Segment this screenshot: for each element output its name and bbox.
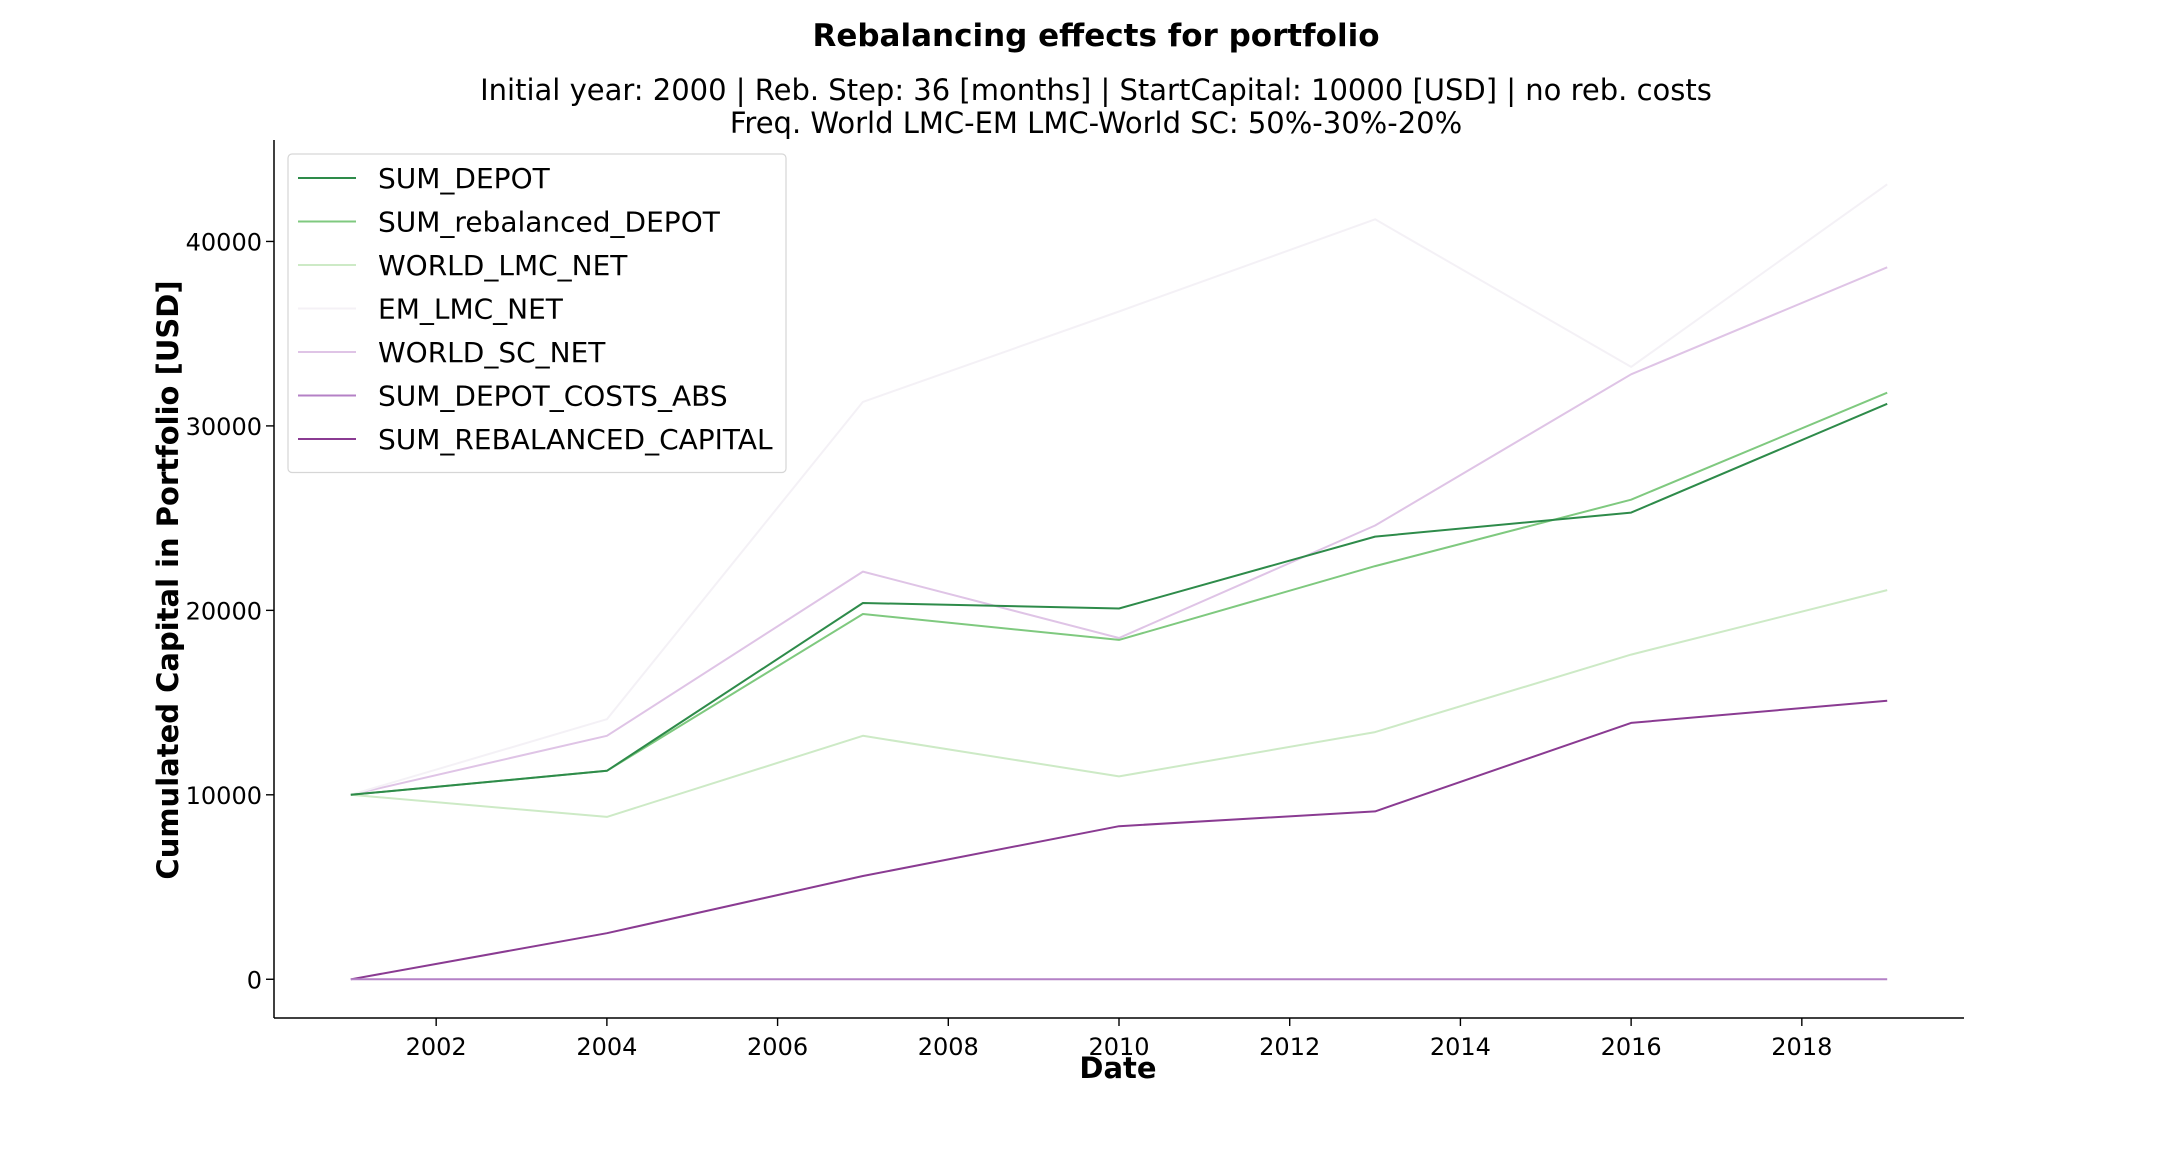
- x-tick-label: 2008: [918, 1033, 979, 1061]
- x-tick-label: 2018: [1771, 1033, 1832, 1061]
- axis-ticks: 2002 2004 2006 2008 2010 2012 2014 2016 2018 0 100…: [186, 228, 1833, 1061]
- y-tick-label: 10000: [186, 782, 262, 810]
- legend-box: [287, 153, 787, 474]
- chart-subtitle-line2: Freq. World LMC-EM LMC-World SC: 50%-30%…: [730, 106, 1462, 140]
- legend: SUM_DEPOT SUM_rebalanced_DEPOT WORLD_LMC_N…: [287, 153, 787, 474]
- x-tick-label: 2004: [576, 1033, 637, 1061]
- x-tick-label: 2002: [406, 1033, 467, 1061]
- legend-label: SUM_rebalanced_DEPOT: [378, 206, 721, 239]
- legend-label: SUM_REBALANCED_CAPITAL: [378, 423, 773, 456]
- series-line-sum-rebalanced-capital: [350, 699, 1888, 981]
- chart-title: Rebalancing effects for portfolio: [812, 18, 1379, 54]
- series-line-em-lmc-net: [350, 183, 1888, 796]
- x-axis-label: Date: [1079, 1051, 1156, 1085]
- plot-area: [350, 183, 1888, 981]
- legend-label: SUM_DEPOT: [378, 162, 551, 195]
- y-axis-label: Cumulated Capital in Portfolio [USD]: [151, 280, 185, 879]
- legend-label: EM_LMC_NET: [378, 293, 564, 326]
- x-tick-label: 2010: [1088, 1033, 1149, 1061]
- series-line-sum-depot: [350, 402, 1888, 796]
- legend-label: WORLD_SC_NET: [378, 336, 606, 369]
- series-line-world-lmc-net: [350, 589, 1888, 818]
- x-tick-label: 2012: [1259, 1033, 1320, 1061]
- y-tick-label: 40000: [186, 228, 262, 256]
- x-tick-label: 2016: [1601, 1033, 1662, 1061]
- chart-subtitle-line1: Initial year: 2000 | Reb. Step: 36 [mont…: [480, 73, 1712, 107]
- legend-label: SUM_DEPOT_COSTS_ABS: [378, 380, 728, 413]
- y-tick-label: 20000: [186, 597, 262, 625]
- legend-label: WORLD_LMC_NET: [378, 249, 628, 282]
- y-tick-label: 0: [247, 966, 262, 994]
- series-line-world-sc-net: [350, 266, 1888, 796]
- y-tick-label: 30000: [186, 413, 262, 441]
- x-tick-label: 2006: [747, 1033, 808, 1061]
- x-tick-label: 2014: [1430, 1033, 1491, 1061]
